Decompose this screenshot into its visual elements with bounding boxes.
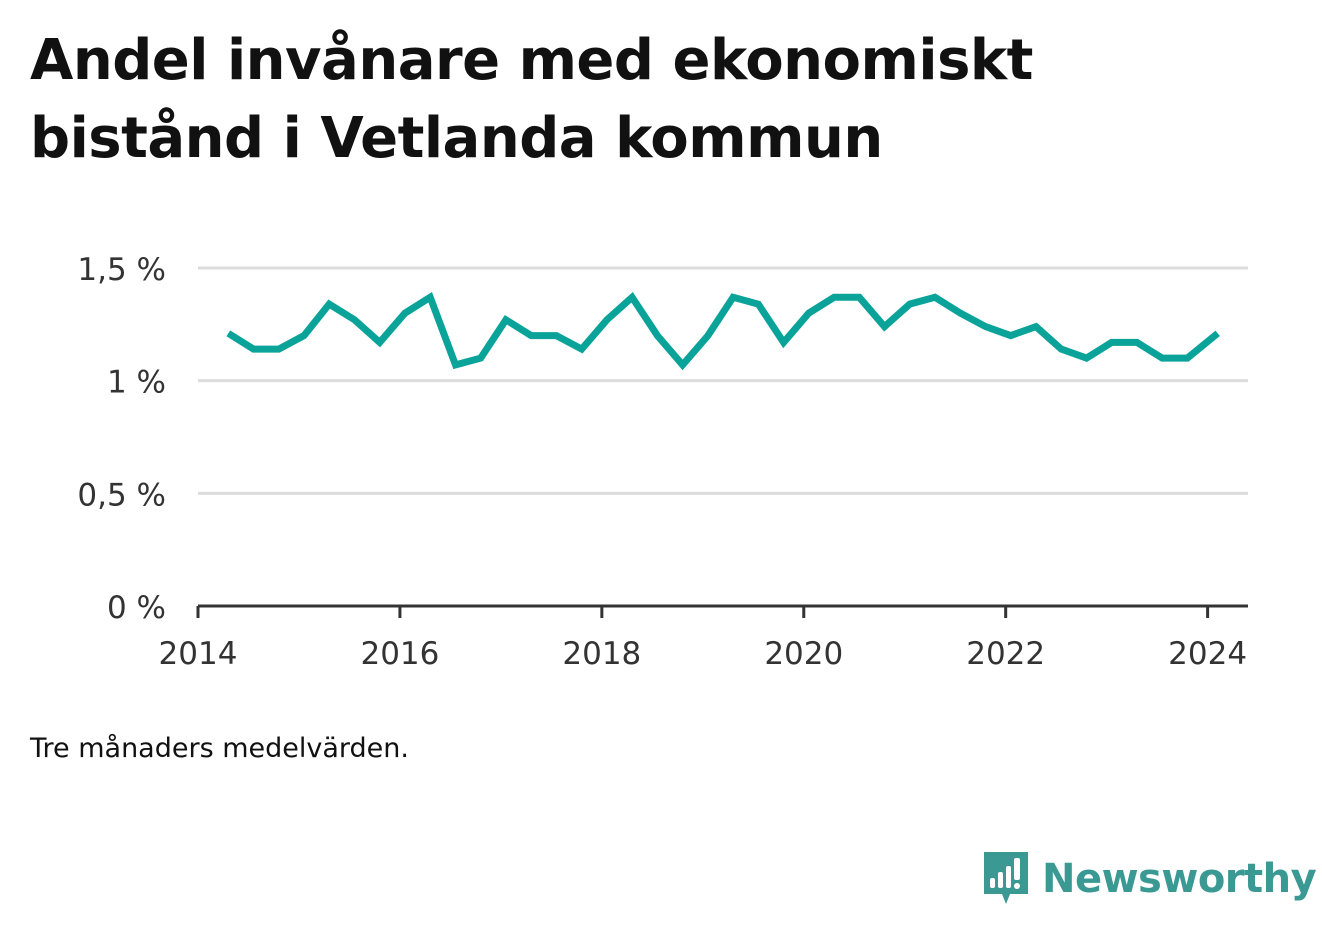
x-tick-label: 2018 xyxy=(562,636,641,672)
x-tick-label: 2014 xyxy=(159,636,238,672)
y-axis-ticks: 0 % 0,5 % 1 % 1,5 % xyxy=(77,252,166,626)
y-tick-label: 0,5 % xyxy=(77,477,166,513)
x-tick-label: 2022 xyxy=(966,636,1045,672)
y-tick-label: 0 % xyxy=(107,590,166,626)
x-tick-label: 2020 xyxy=(764,636,843,672)
chart-note: Tre månaders medelvärden. xyxy=(30,733,409,764)
y-tick-label: 1 % xyxy=(107,365,166,401)
x-axis: 2014 2016 2018 2020 2022 2024 xyxy=(159,604,1248,672)
grid-lines xyxy=(198,266,1248,495)
chart-title: Andel invånare med ekonomiskt bistånd i … xyxy=(30,28,1033,171)
line-chart: 0 % 0,5 % 1 % 1,5 % 2014 2016 2018 2020 2022 202… xyxy=(77,252,1248,672)
y-tick-label: 1,5 % xyxy=(77,252,166,288)
series-line xyxy=(226,291,1220,371)
brand-logo[interactable]: Newsworthy xyxy=(980,846,1317,912)
x-tick-label: 2024 xyxy=(1168,636,1247,672)
series-layer xyxy=(226,291,1220,371)
x-tick-label: 2016 xyxy=(360,636,439,672)
brand-name: Newsworthy xyxy=(1042,856,1317,902)
newsworthy-logo-icon xyxy=(984,852,1028,904)
